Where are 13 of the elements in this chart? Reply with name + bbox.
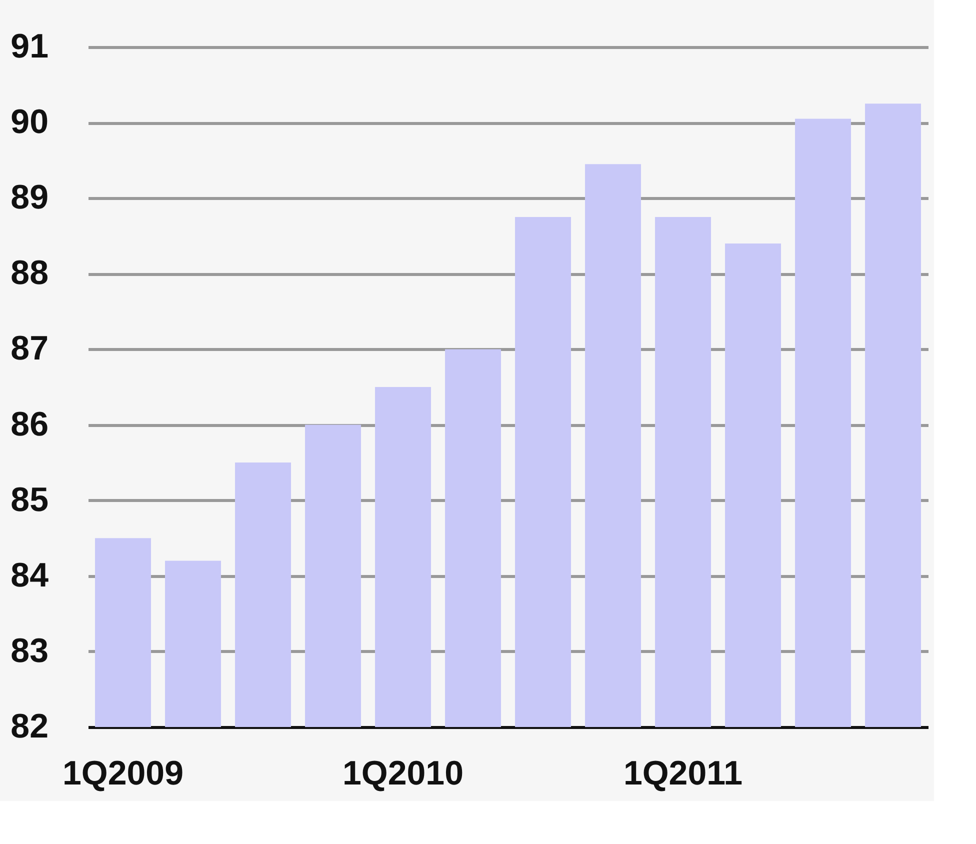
y-tick-label: 84 bbox=[10, 556, 49, 594]
y-tick-label: 83 bbox=[10, 632, 48, 670]
x-tick-label: 1Q2010 bbox=[342, 754, 464, 792]
y-tick-label: 85 bbox=[10, 480, 48, 519]
y-tick-label: 88 bbox=[10, 254, 48, 292]
y-tick-label: 82 bbox=[10, 708, 48, 746]
y-tick-label: 89 bbox=[10, 178, 48, 217]
y-tick-label: 87 bbox=[10, 330, 48, 368]
x-tick-label: 1Q2011 bbox=[623, 754, 743, 792]
y-tick-label: 86 bbox=[10, 405, 48, 444]
y-tick-label: 90 bbox=[10, 103, 48, 142]
x-tick-label: 1Q2009 bbox=[62, 754, 184, 792]
y-tick-label: 91 bbox=[10, 28, 48, 66]
